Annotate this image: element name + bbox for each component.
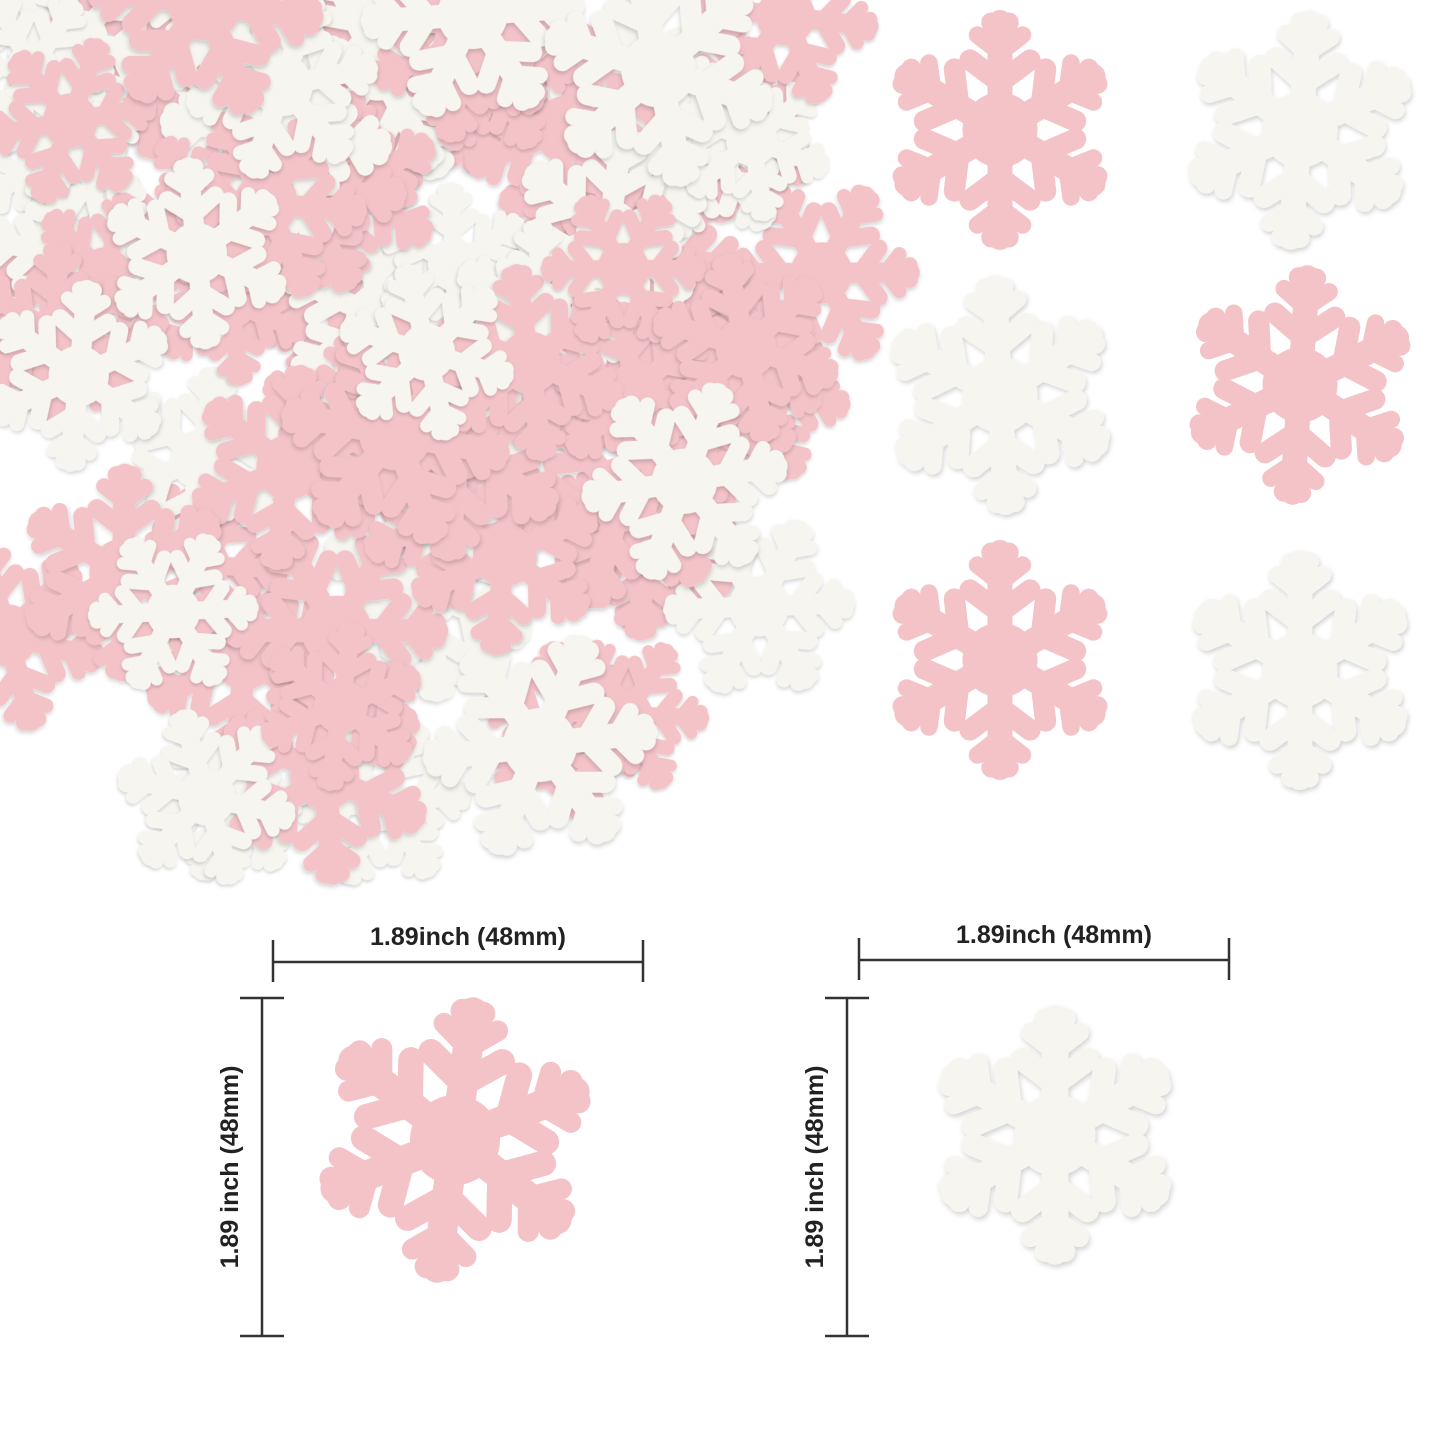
dimension-pink: 1.89inch (48mm) 1.89 inch (48mm) — [216, 923, 645, 1338]
snowflake-white — [938, 1019, 1171, 1251]
width-dimension-line — [271, 940, 645, 982]
snowflake-white — [886, 282, 1113, 508]
snowflake-white — [1183, 13, 1417, 246]
snowflake-white-measured — [938, 1019, 1171, 1251]
snowflake-white — [1192, 563, 1408, 778]
snowflake-pink — [892, 553, 1108, 768]
snowflake-pink — [309, 994, 602, 1286]
dimension-diagrams: 1.89inch (48mm) 1.89 inch (48mm) 1.89inc… — [216, 921, 1231, 1338]
height-dimension-line — [825, 996, 869, 1338]
height-dimension-line — [240, 996, 284, 1338]
height-label: 1.89 inch (48mm) — [801, 1066, 829, 1269]
snowflake-pink — [892, 23, 1108, 238]
snowflake-gallery — [886, 13, 1417, 777]
snowflake-pink-measured — [309, 994, 602, 1286]
dimension-white: 1.89inch (48mm) 1.89 inch (48mm) — [801, 921, 1231, 1338]
height-label: 1.89 inch (48mm) — [216, 1066, 244, 1269]
width-label: 1.89inch (48mm) — [370, 923, 566, 951]
width-dimension-line — [857, 938, 1231, 980]
width-label: 1.89inch (48mm) — [956, 921, 1152, 949]
snowflake-pink — [1185, 270, 1416, 500]
snowflake-pile — [0, 0, 942, 913]
